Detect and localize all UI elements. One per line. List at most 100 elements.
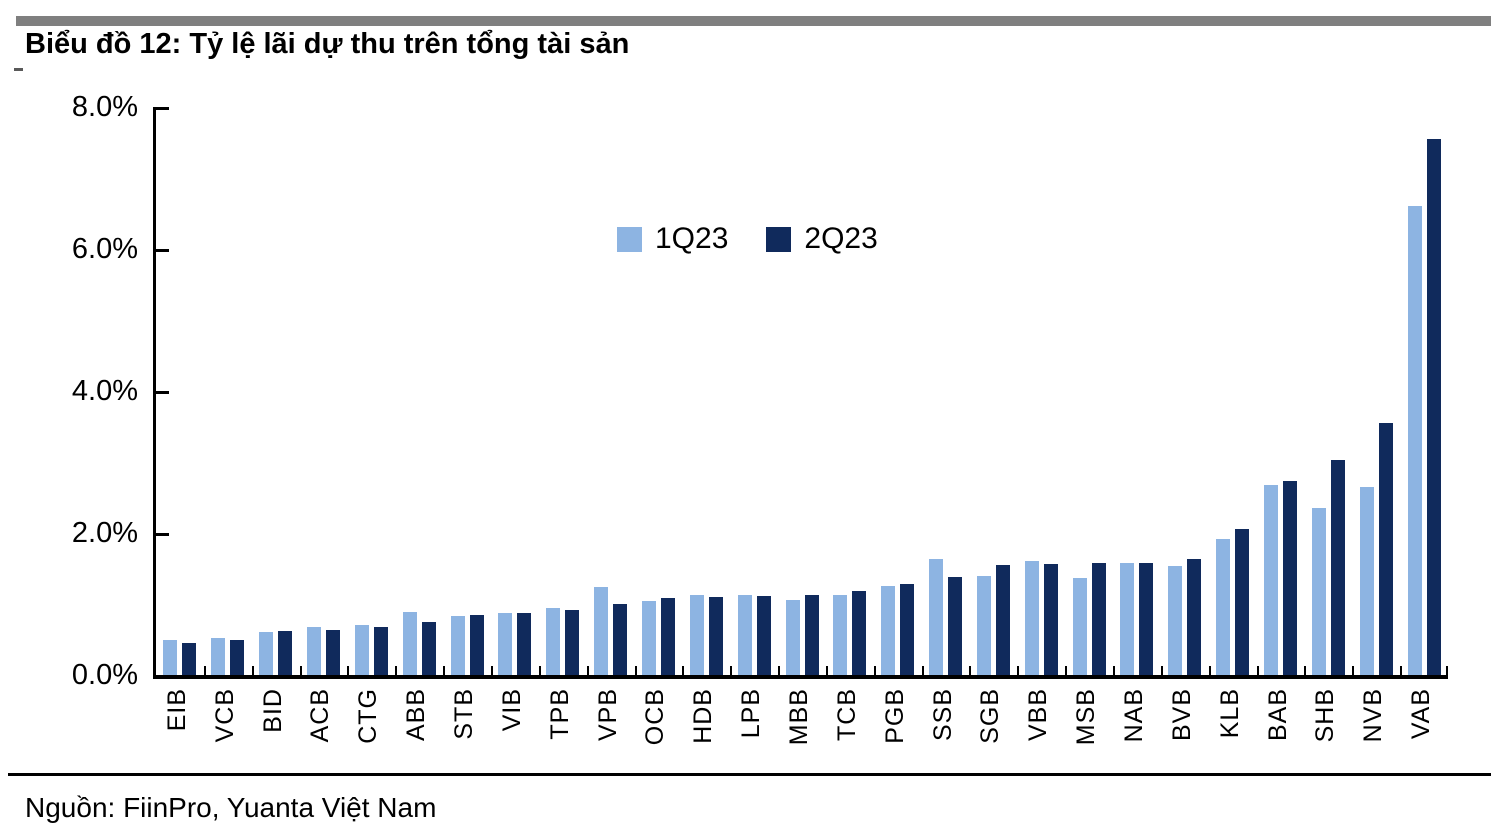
x-axis-label-vcb: VCB [210,688,240,778]
legend-item-2q23: 2Q23 [766,222,878,256]
bar-1q23-tcb [833,594,848,675]
x-axis-label-msb: MSB [1071,688,1101,778]
legend-label-2q23: 2Q23 [804,222,878,255]
y-axis-tick [156,391,169,394]
x-axis-label-vpb: VPB [593,688,623,778]
legend-swatch-1q23 [617,226,642,252]
x-axis-label-text: NVB [1359,688,1388,743]
x-axis-label-text: ACB [306,688,335,743]
bar-2q23-hdb [708,596,723,675]
x-axis-label-bid: BID [258,688,288,778]
x-axis-tick [969,666,972,675]
source-text: Nguồn: FiinPro, Yuanta Việt Nam [25,792,437,823]
x-axis-tick [1208,666,1211,675]
bar-2q23-eib [182,643,197,675]
y-axis-label: 0.0% [71,659,138,691]
x-axis-label-text: NAB [1119,688,1148,743]
chart-legend: 1Q23 2Q23 [617,222,878,256]
source-divider-line [8,773,1491,776]
bar-2q23-vcb [230,640,245,675]
bar-2q23-vpb [613,604,628,675]
bar-1q23-vab [1407,206,1422,675]
bar-2q23-nab [1139,562,1154,675]
bar-1q23-lpb [737,595,752,675]
x-axis-label-text: BID [258,688,287,733]
x-axis-tick [299,666,302,675]
title-tick-mark [14,68,23,71]
y-axis-tick [156,107,169,110]
x-axis-label-text: SGB [976,688,1005,744]
x-axis-label-klb: KLB [1215,688,1245,778]
x-axis-label-text: CTG [354,688,383,744]
x-axis-label-pgb: PGB [880,688,910,778]
legend-label-1q23: 1Q23 [655,222,729,255]
x-axis-tick [395,666,398,675]
x-axis-label-text: OCB [641,688,670,746]
bar-1q23-pgb [881,586,896,675]
x-axis-tick [1352,666,1355,675]
x-axis-label-text: VCB [210,688,239,743]
x-axis-label-text: SSB [928,688,957,742]
bar-2q23-ctg [373,626,388,675]
bar-2q23-vbb [1043,564,1058,675]
bar-2q23-acb [325,629,340,675]
bar-1q23-sgb [976,575,991,675]
x-axis-label-mbb: MBB [784,688,814,778]
x-axis-label-text: EIB [162,688,191,732]
bar-2q23-msb [1091,562,1106,675]
x-axis-label-text: MBB [785,688,813,746]
x-axis-label-text: MSB [1072,688,1101,746]
bar-1q23-nab [1120,562,1135,675]
x-axis-label-text: TPB [545,688,574,740]
x-axis-label-text: BAB [1263,688,1292,742]
x-axis-label-text: LPB [737,688,766,739]
x-axis-tick [682,666,685,675]
x-axis-tick [921,666,924,675]
x-axis-tick [873,666,876,675]
bar-1q23-klb [1216,538,1231,675]
bar-2q23-tcb [852,591,867,675]
bar-1q23-tpb [546,607,561,675]
bar-1q23-stb [450,616,465,675]
bar-1q23-abb [402,611,417,675]
bar-1q23-bvb [1168,566,1183,675]
chart-title: Biểu đồ 12: Tỷ lệ lãi dự thu trên tổng t… [25,28,630,60]
x-axis-tick [443,666,446,675]
x-axis-label-vib: VIB [497,688,527,778]
y-axis-tick [156,533,169,536]
x-axis-label-ctg: CTG [353,688,383,778]
x-axis-label-bab: BAB [1263,688,1293,778]
bar-2q23-vab [1426,138,1441,675]
bar-1q23-ssb [929,559,944,675]
y-axis-label: 8.0% [71,91,138,123]
bar-1q23-nvb [1359,486,1374,675]
x-axis-label-shb: SHB [1310,688,1340,778]
bar-2q23-pgb [900,584,915,675]
x-axis-tick [1256,666,1259,675]
x-axis-tick [1446,666,1448,675]
x-axis-label-tpb: TPB [545,688,575,778]
x-axis-label-text: ABB [402,688,431,742]
x-axis-label-text: SHB [1311,688,1340,743]
bar-1q23-vbb [1024,560,1039,675]
bar-1q23-msb [1072,578,1087,675]
bar-1q23-bid [259,632,274,675]
bar-1q23-hdb [689,595,704,675]
top-gray-bar [16,16,1491,26]
bar-2q23-ssb [948,577,963,675]
x-axis-tick [203,666,206,675]
x-axis-label-bvb: BVB [1167,688,1197,778]
bar-1q23-ctg [354,624,369,675]
legend-item-1q23: 1Q23 [617,222,728,256]
x-axis-tick [586,666,589,675]
bar-2q23-bab [1283,481,1298,675]
x-axis-label-ocb: OCB [640,688,670,778]
x-axis-tick [1160,666,1163,675]
x-axis-tick [1065,666,1068,675]
x-axis-label-vbb: VBB [1023,688,1053,778]
bar-1q23-eib [163,639,178,675]
bar-2q23-ocb [660,598,675,675]
x-axis-tick [1304,666,1307,675]
x-axis-label-acb: ACB [305,688,335,778]
